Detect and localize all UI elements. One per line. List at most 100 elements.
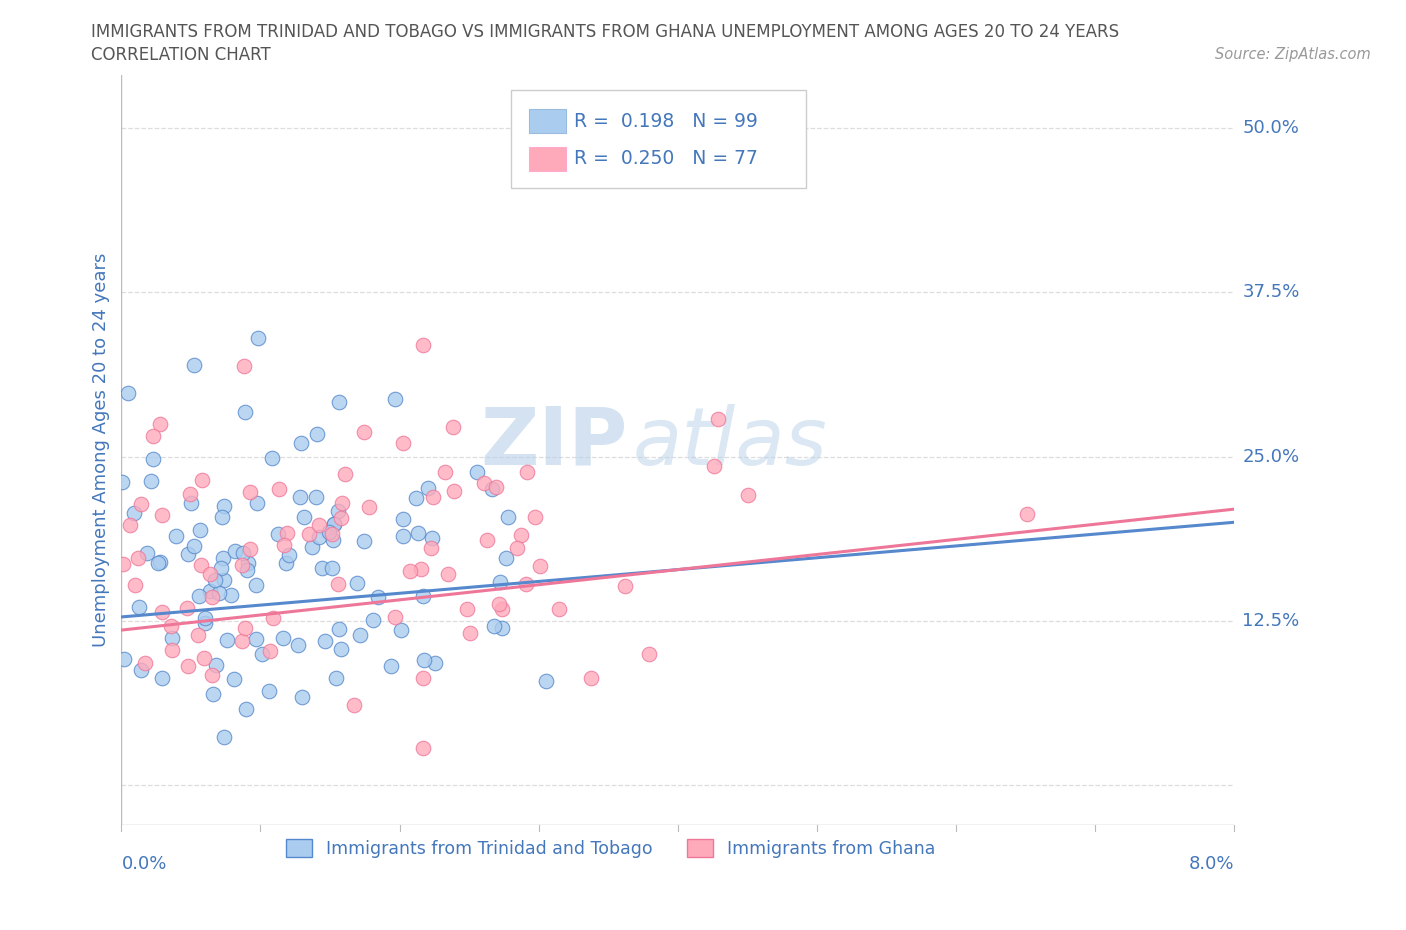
Text: atlas: atlas <box>633 404 828 482</box>
Point <box>391 528 413 543</box>
Point <box>128 600 150 615</box>
Point <box>323 517 346 532</box>
Point <box>548 602 571 617</box>
Point <box>246 331 269 346</box>
Point <box>412 671 434 685</box>
Point <box>236 555 259 570</box>
Point <box>491 620 513 635</box>
Point <box>245 578 267 592</box>
Point <box>579 671 602 686</box>
Point <box>481 481 503 496</box>
Point <box>305 489 328 504</box>
Point <box>318 525 340 539</box>
Text: 8.0%: 8.0% <box>1188 856 1234 873</box>
Point <box>391 512 413 526</box>
Point <box>233 405 256 419</box>
Point <box>188 523 211 538</box>
Point <box>534 674 557 689</box>
Point <box>276 525 298 540</box>
Point <box>139 473 162 488</box>
Point <box>129 663 152 678</box>
Point <box>278 548 301 563</box>
Point <box>311 561 333 576</box>
Point <box>363 613 385 628</box>
Point <box>308 517 330 532</box>
Point <box>146 556 169 571</box>
Point <box>111 474 134 489</box>
Point <box>160 631 183 645</box>
Text: IMMIGRANTS FROM TRINIDAD AND TOBAGO VS IMMIGRANTS FROM GHANA UNEMPLOYMENT AMONG : IMMIGRANTS FROM TRINIDAD AND TOBAGO VS I… <box>91 23 1119 41</box>
Point <box>142 451 165 466</box>
Point <box>150 508 173 523</box>
Point <box>489 574 512 589</box>
Point <box>211 510 233 525</box>
Point <box>207 585 229 600</box>
Point <box>179 486 201 501</box>
Y-axis label: Unemployment Among Ages 20 to 24 years: Unemployment Among Ages 20 to 24 years <box>93 253 110 647</box>
Point <box>524 510 547 525</box>
Point <box>245 631 267 646</box>
Legend: Immigrants from Trinidad and Tobago, Immigrants from Ghana: Immigrants from Trinidad and Tobago, Imm… <box>280 832 942 865</box>
Point <box>412 338 434 352</box>
Text: ZIP: ZIP <box>481 404 627 482</box>
Point <box>416 480 439 495</box>
Point <box>160 618 183 633</box>
Point <box>232 546 254 561</box>
Point <box>472 475 495 490</box>
Point <box>482 618 505 633</box>
Point <box>505 540 527 555</box>
Point <box>165 528 187 543</box>
Point <box>367 590 389 604</box>
Point <box>150 671 173 685</box>
Point <box>298 527 321 542</box>
Point <box>252 646 274 661</box>
Point <box>267 482 290 497</box>
Text: CORRELATION CHART: CORRELATION CHART <box>91 46 271 64</box>
Point <box>201 667 224 682</box>
Text: 12.5%: 12.5% <box>1243 612 1299 630</box>
Point <box>292 510 315 525</box>
Point <box>359 499 381 514</box>
Point <box>198 583 221 598</box>
Point <box>187 628 209 643</box>
Point <box>326 504 349 519</box>
Point <box>217 632 239 647</box>
Text: 25.0%: 25.0% <box>1243 447 1299 466</box>
Point <box>328 576 350 591</box>
Point <box>287 638 309 653</box>
Point <box>1015 506 1038 521</box>
Point <box>529 558 551 573</box>
Point <box>495 551 517 565</box>
Point <box>124 505 146 520</box>
Point <box>406 526 429 541</box>
Point <box>194 616 217 631</box>
Point <box>308 529 330 544</box>
Point <box>420 530 443 545</box>
Point <box>222 671 245 686</box>
Text: 0.0%: 0.0% <box>121 856 167 873</box>
Point <box>259 644 281 658</box>
Point <box>384 392 406 406</box>
FancyBboxPatch shape <box>529 109 567 133</box>
Point <box>706 412 728 427</box>
Point <box>191 472 214 487</box>
Point <box>491 602 513 617</box>
Point <box>703 458 725 473</box>
Point <box>212 730 235 745</box>
Point <box>201 686 224 701</box>
Point <box>224 543 246 558</box>
FancyBboxPatch shape <box>529 147 567 170</box>
Point <box>328 621 350 636</box>
Point <box>314 633 336 648</box>
Point <box>273 538 295 552</box>
Point <box>392 436 415 451</box>
Point <box>509 527 531 542</box>
Point <box>149 417 172 432</box>
Point <box>152 604 174 619</box>
Point <box>458 625 481 640</box>
Point <box>737 487 759 502</box>
Point <box>290 489 312 504</box>
Point <box>485 480 508 495</box>
Point <box>231 633 253 648</box>
Point <box>273 631 295 645</box>
